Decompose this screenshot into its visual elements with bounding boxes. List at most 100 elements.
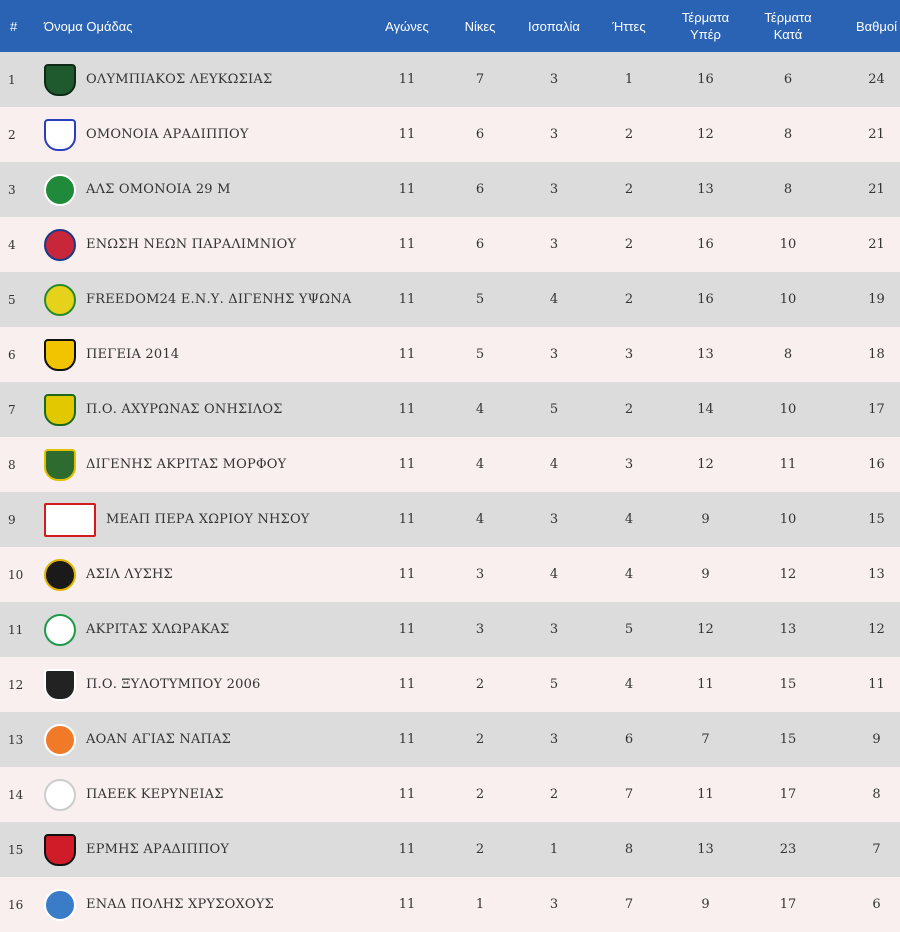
row-points: 7: [872, 842, 881, 857]
row-team[interactable]: ΑΣΙΛ ΛΥΣΗΣ: [36, 547, 372, 602]
row-points: 24: [868, 72, 885, 87]
row-team[interactable]: ΟΛΥΜΠΙΑΚΟΣ ΛΕΥΚΩΣΙΑΣ: [36, 52, 372, 107]
row-draws: 1: [549, 842, 559, 857]
team-name[interactable]: Π.Ο. ΞΥΛΟΤΥΜΠΟΥ 2006: [86, 677, 261, 692]
row-wins: 4: [475, 512, 485, 527]
header-points[interactable]: Βαθμοί: [855, 18, 898, 34]
row-team[interactable]: ΑΛΣ ΟΜΟΝΟΙΑ 29 Μ: [36, 162, 372, 217]
team-name[interactable]: ΔΙΓΕΝΗΣ ΑΚΡΙΤΑΣ ΜΟΡΦΟΥ: [86, 457, 287, 472]
row-played: 11: [398, 512, 416, 527]
team-name[interactable]: ΠΑΕΕΚ ΚΕΡΥΝΕΙΑΣ: [86, 787, 224, 802]
table-body: 1 ΟΛΥΜΠΙΑΚΟΣ ΛΕΥΚΩΣΙΑΣ 11 7 3 1 16 6 24 2 ΟΜΟΝΟΙΑ …: [0, 52, 900, 932]
team-cell[interactable]: ΑΣΙΛ ΛΥΣΗΣ: [36, 558, 372, 591]
row-position: 10: [8, 567, 24, 582]
row-team[interactable]: FREEDOM24 Ε.Ν.Υ. ΔΙΓΕΝΗΣ ΥΨΩΝΑ: [36, 272, 372, 327]
meap-crest-icon: [44, 502, 96, 537]
row-points: 9: [872, 732, 881, 747]
team-name[interactable]: ΟΜΟΝΟΙΑ ΑΡΑΔΙΠΠΟΥ: [86, 127, 249, 142]
team-cell[interactable]: ΕΝΑΔ ΠΟΛΗΣ ΧΡΥΣΟΧΟΥΣ: [36, 888, 372, 921]
row-goals-against: 17: [779, 787, 797, 802]
row-team[interactable]: ΠΕΓΕΙΑ 2014: [36, 327, 372, 382]
header-goals-against[interactable]: Τέρματα Κατά: [764, 10, 812, 42]
row-wins: 2: [475, 787, 485, 802]
header-goals-for[interactable]: Τέρματα Υπέρ: [681, 10, 730, 42]
row-wins: 2: [475, 677, 485, 692]
row-goals-against: 11: [779, 457, 797, 472]
row-team[interactable]: ΕΝΑΔ ΠΟΛΗΣ ΧΡΥΣΟΧΟΥΣ: [36, 877, 372, 932]
team-name[interactable]: ΑΚΡΙΤΑΣ ΧΛΩΡΑΚΑΣ: [86, 622, 230, 637]
row-losses: 8: [624, 842, 634, 857]
row-goals-for: 11: [697, 787, 714, 802]
team-name[interactable]: ΑΣΙΛ ΛΥΣΗΣ: [86, 567, 173, 582]
team-name[interactable]: ΕΡΜΗΣ ΑΡΑΔΙΠΠΟΥ: [86, 842, 230, 857]
row-draws: 3: [549, 127, 559, 142]
team-cell[interactable]: ΔΙΓΕΝΗΣ ΑΚΡΙΤΑΣ ΜΟΡΦΟΥ: [36, 448, 372, 481]
row-draws: 4: [549, 457, 559, 472]
team-name[interactable]: ΕΝΩΣΗ ΝΕΩΝ ΠΑΡΑΛΙΜΝΙΟΥ: [86, 237, 297, 252]
team-name[interactable]: FREEDOM24 Ε.Ν.Υ. ΔΙΓΕΝΗΣ ΥΨΩΝΑ: [86, 292, 352, 307]
header-played[interactable]: Αγώνες: [385, 18, 429, 34]
row-goals-for: 16: [697, 72, 714, 87]
team-name[interactable]: ΑΛΣ ΟΜΟΝΟΙΑ 29 Μ: [86, 182, 231, 197]
team-name[interactable]: Π.Ο. ΑΧΥΡΩΝΑΣ ΟΝΗΣΙΛΟΣ: [86, 402, 283, 417]
row-goals-against: 10: [779, 512, 797, 527]
row-team[interactable]: ΜΕΑΠ ΠΕΡΑ ΧΩΡΙΟΥ ΝΗΣΟΥ: [36, 492, 372, 547]
team-cell[interactable]: ΟΛΥΜΠΙΑΚΟΣ ΛΕΥΚΩΣΙΑΣ: [36, 63, 372, 96]
row-team[interactable]: ΕΡΜΗΣ ΑΡΑΔΙΠΠΟΥ: [36, 822, 372, 877]
row-team[interactable]: ΑΚΡΙΤΑΣ ΧΛΩΡΑΚΑΣ: [36, 602, 372, 657]
row-team[interactable]: Π.Ο. ΑΧΥΡΩΝΑΣ ΟΝΗΣΙΛΟΣ: [36, 382, 372, 437]
row-draws: 3: [549, 347, 559, 362]
xylotymbou-crest-icon: [44, 668, 76, 701]
row-wins: 5: [475, 292, 485, 307]
row-points: 18: [868, 347, 885, 362]
team-cell[interactable]: Π.Ο. ΞΥΛΟΤΥΜΠΟΥ 2006: [36, 668, 372, 701]
team-cell[interactable]: ΟΜΟΝΟΙΑ ΑΡΑΔΙΠΠΟΥ: [36, 118, 372, 151]
team-cell[interactable]: ΑΟΑΝ ΑΓΙΑΣ ΝΑΠΑΣ: [36, 723, 372, 756]
row-wins: 3: [475, 567, 485, 582]
team-cell[interactable]: ΕΡΜΗΣ ΑΡΑΔΙΠΠΟΥ: [36, 833, 372, 866]
team-name[interactable]: ΕΝΑΔ ΠΟΛΗΣ ΧΡΥΣΟΧΟΥΣ: [86, 897, 274, 912]
header-team-name[interactable]: Όνομα Ομάδας: [44, 18, 133, 34]
row-draws: 3: [549, 897, 559, 912]
table-row: 5 FREEDOM24 Ε.Ν.Υ. ΔΙΓΕΝΗΣ ΥΨΩΝΑ 11 5 4 2 16 10…: [0, 272, 900, 327]
row-goals-against: 8: [783, 127, 793, 142]
row-goals-against: 23: [779, 842, 797, 857]
row-losses: 2: [624, 292, 634, 307]
row-team[interactable]: ΑΟΑΝ ΑΓΙΑΣ ΝΑΠΑΣ: [36, 712, 372, 767]
row-draws: 3: [549, 237, 559, 252]
team-name[interactable]: ΠΕΓΕΙΑ 2014: [86, 347, 180, 362]
header-position[interactable]: #: [10, 18, 18, 34]
row-team[interactable]: ΟΜΟΝΟΙΑ ΑΡΑΔΙΠΠΟΥ: [36, 107, 372, 162]
team-cell[interactable]: ΕΝΩΣΗ ΝΕΩΝ ΠΑΡΑΛΙΜΝΙΟΥ: [36, 228, 372, 261]
row-losses: 1: [624, 72, 634, 87]
row-team[interactable]: ΠΑΕΕΚ ΚΕΡΥΝΕΙΑΣ: [36, 767, 372, 822]
row-goals-for: 13: [697, 842, 714, 857]
header-losses[interactable]: Ήττες: [612, 18, 646, 34]
team-cell[interactable]: ΜΕΑΠ ΠΕΡΑ ΧΩΡΙΟΥ ΝΗΣΟΥ: [36, 502, 372, 537]
row-losses: 3: [624, 457, 634, 472]
team-cell[interactable]: ΑΚΡΙΤΑΣ ΧΛΩΡΑΚΑΣ: [36, 613, 372, 646]
row-losses: 2: [624, 402, 634, 417]
team-name[interactable]: ΟΛΥΜΠΙΑΚΟΣ ΛΕΥΚΩΣΙΑΣ: [86, 72, 273, 87]
team-cell[interactable]: ΑΛΣ ΟΜΟΝΟΙΑ 29 Μ: [36, 173, 372, 206]
table-row: 3 ΑΛΣ ΟΜΟΝΟΙΑ 29 Μ 11 6 3 2 13 8 21: [0, 162, 900, 217]
row-losses: 7: [624, 897, 634, 912]
row-losses: 7: [624, 787, 634, 802]
row-team[interactable]: ΔΙΓΕΝΗΣ ΑΚΡΙΤΑΣ ΜΟΡΦΟΥ: [36, 437, 372, 492]
row-team[interactable]: ΕΝΩΣΗ ΝΕΩΝ ΠΑΡΑΛΙΜΝΙΟΥ: [36, 217, 372, 272]
row-points: 17: [868, 402, 885, 417]
team-name[interactable]: ΜΕΑΠ ΠΕΡΑ ΧΩΡΙΟΥ ΝΗΣΟΥ: [106, 512, 310, 527]
enp-crest-icon: [44, 228, 76, 261]
team-cell[interactable]: FREEDOM24 Ε.Ν.Υ. ΔΙΓΕΝΗΣ ΥΨΩΝΑ: [36, 283, 372, 316]
team-cell[interactable]: ΠΑΕΕΚ ΚΕΡΥΝΕΙΑΣ: [36, 778, 372, 811]
row-position: 8: [8, 457, 16, 472]
header-wins[interactable]: Νίκες: [464, 18, 496, 34]
row-team[interactable]: Π.Ο. ΞΥΛΟΤΥΜΠΟΥ 2006: [36, 657, 372, 712]
row-goals-against: 10: [779, 292, 797, 307]
team-cell[interactable]: ΠΕΓΕΙΑ 2014: [36, 338, 372, 371]
row-position: 6: [8, 347, 16, 362]
team-cell[interactable]: Π.Ο. ΑΧΥΡΩΝΑΣ ΟΝΗΣΙΛΟΣ: [36, 393, 372, 426]
row-position: 5: [8, 292, 16, 307]
header-draws[interactable]: Ισοπαλία: [528, 18, 580, 34]
team-name[interactable]: ΑΟΑΝ ΑΓΙΑΣ ΝΑΠΑΣ: [86, 732, 232, 747]
